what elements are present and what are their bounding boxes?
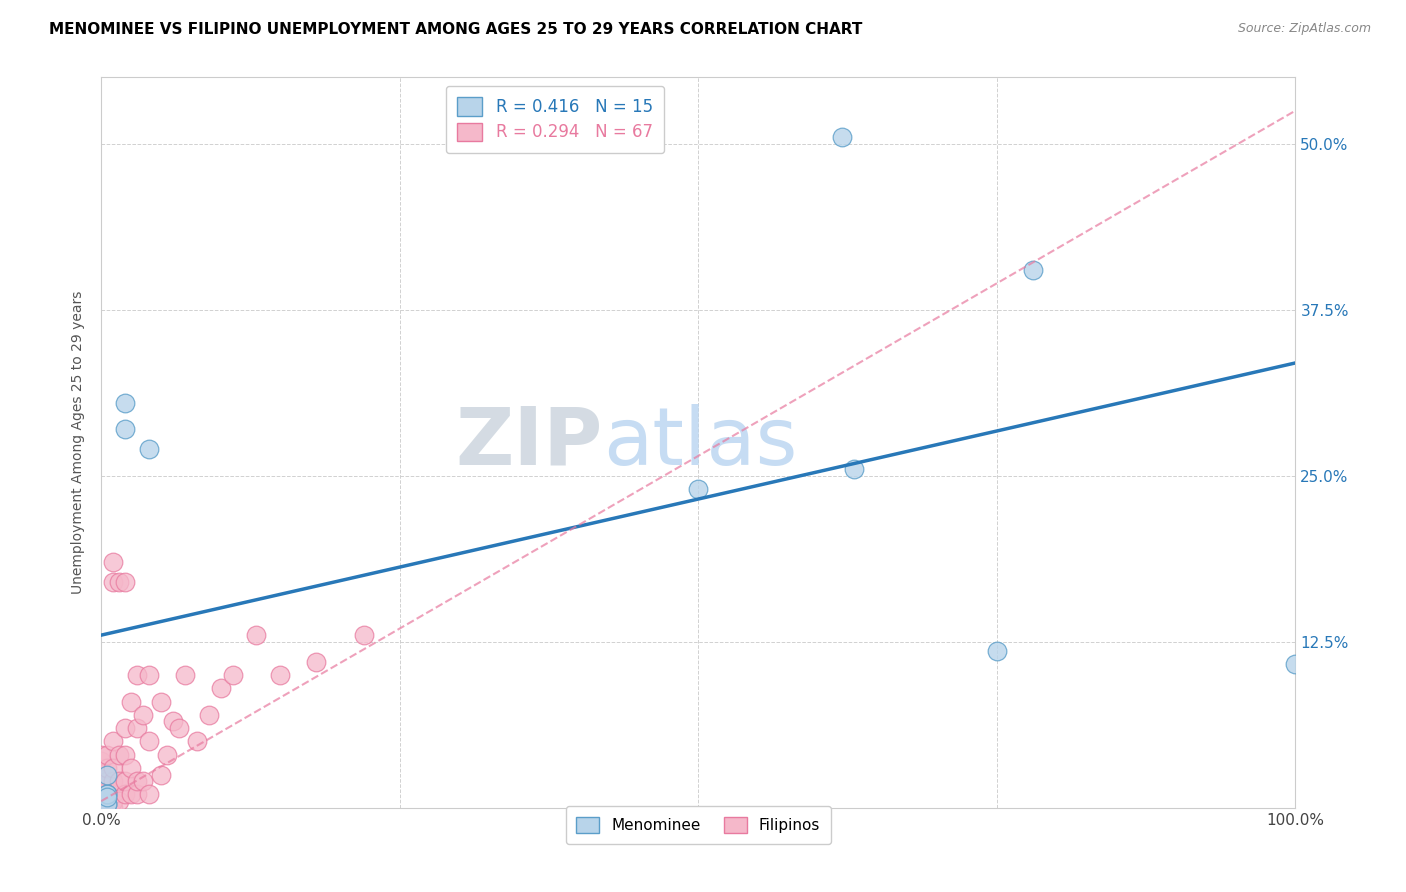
Point [101, 574, 124, 589]
Point [173, 668, 195, 682]
Point [138, 788, 160, 802]
Point [96, 774, 118, 789]
Point [90, 801, 112, 815]
Point [90, 747, 112, 762]
Point [132, 774, 155, 789]
Point [90, 780, 112, 795]
Point [90, 801, 112, 815]
Point [90, 801, 112, 815]
Point [90, 788, 112, 802]
Point [90, 794, 112, 808]
Point [125, 788, 148, 802]
Point [167, 721, 190, 735]
Point [96, 788, 118, 802]
Point [90, 794, 112, 808]
Point [96, 767, 118, 781]
Point [162, 714, 184, 729]
Point [114, 574, 136, 589]
Point [245, 628, 267, 642]
Point [101, 794, 124, 808]
Point [197, 707, 219, 722]
Point [125, 721, 148, 735]
Point [114, 396, 136, 410]
Point [101, 788, 124, 802]
Point [90, 754, 112, 768]
Point [101, 774, 124, 789]
Point [96, 794, 118, 808]
Point [96, 788, 118, 802]
Point [96, 797, 118, 811]
Point [90, 774, 112, 789]
Point [120, 761, 142, 775]
Point [986, 644, 1008, 658]
Point [96, 747, 118, 762]
Point [138, 442, 160, 457]
Point [90, 767, 112, 781]
Point [125, 774, 148, 789]
Point [120, 788, 142, 802]
Point [96, 801, 118, 815]
Point [1284, 657, 1306, 672]
Point [114, 774, 136, 789]
Point [90, 801, 112, 815]
Text: Source: ZipAtlas.com: Source: ZipAtlas.com [1237, 22, 1371, 36]
Point [90, 774, 112, 789]
Point [186, 734, 208, 748]
Point [96, 788, 118, 802]
Point [108, 794, 131, 808]
Point [149, 767, 172, 781]
Point [688, 482, 710, 496]
Point [114, 788, 136, 802]
Point [353, 628, 375, 642]
Point [108, 747, 131, 762]
Point [90, 761, 112, 775]
Point [108, 774, 131, 789]
Point [831, 130, 853, 145]
Point [96, 761, 118, 775]
Point [114, 747, 136, 762]
Point [114, 422, 136, 436]
Point [149, 694, 172, 708]
Point [108, 574, 131, 589]
Point [101, 801, 124, 815]
Point [90, 788, 112, 802]
Point [90, 801, 112, 815]
Point [156, 747, 179, 762]
Point [269, 668, 291, 682]
Point [96, 790, 118, 805]
Point [125, 668, 148, 682]
Point [101, 761, 124, 775]
Point [90, 801, 112, 815]
Text: ZIP: ZIP [456, 403, 603, 482]
Point [120, 694, 142, 708]
Point [305, 655, 328, 669]
Point [138, 668, 160, 682]
Point [1022, 263, 1045, 277]
Point [221, 668, 243, 682]
Point [132, 707, 155, 722]
Text: MENOMINEE VS FILIPINO UNEMPLOYMENT AMONG AGES 25 TO 29 YEARS CORRELATION CHART: MENOMINEE VS FILIPINO UNEMPLOYMENT AMONG… [49, 22, 863, 37]
Y-axis label: Unemployment Among Ages 25 to 29 years: Unemployment Among Ages 25 to 29 years [72, 291, 86, 594]
Point [842, 462, 865, 476]
Text: atlas: atlas [603, 403, 797, 482]
Point [90, 801, 112, 815]
Point [138, 734, 160, 748]
Point [101, 555, 124, 569]
Point [96, 797, 118, 811]
Legend: Menominee, Filipinos: Menominee, Filipinos [565, 805, 831, 844]
Point [101, 734, 124, 748]
Point [114, 721, 136, 735]
Point [209, 681, 232, 696]
